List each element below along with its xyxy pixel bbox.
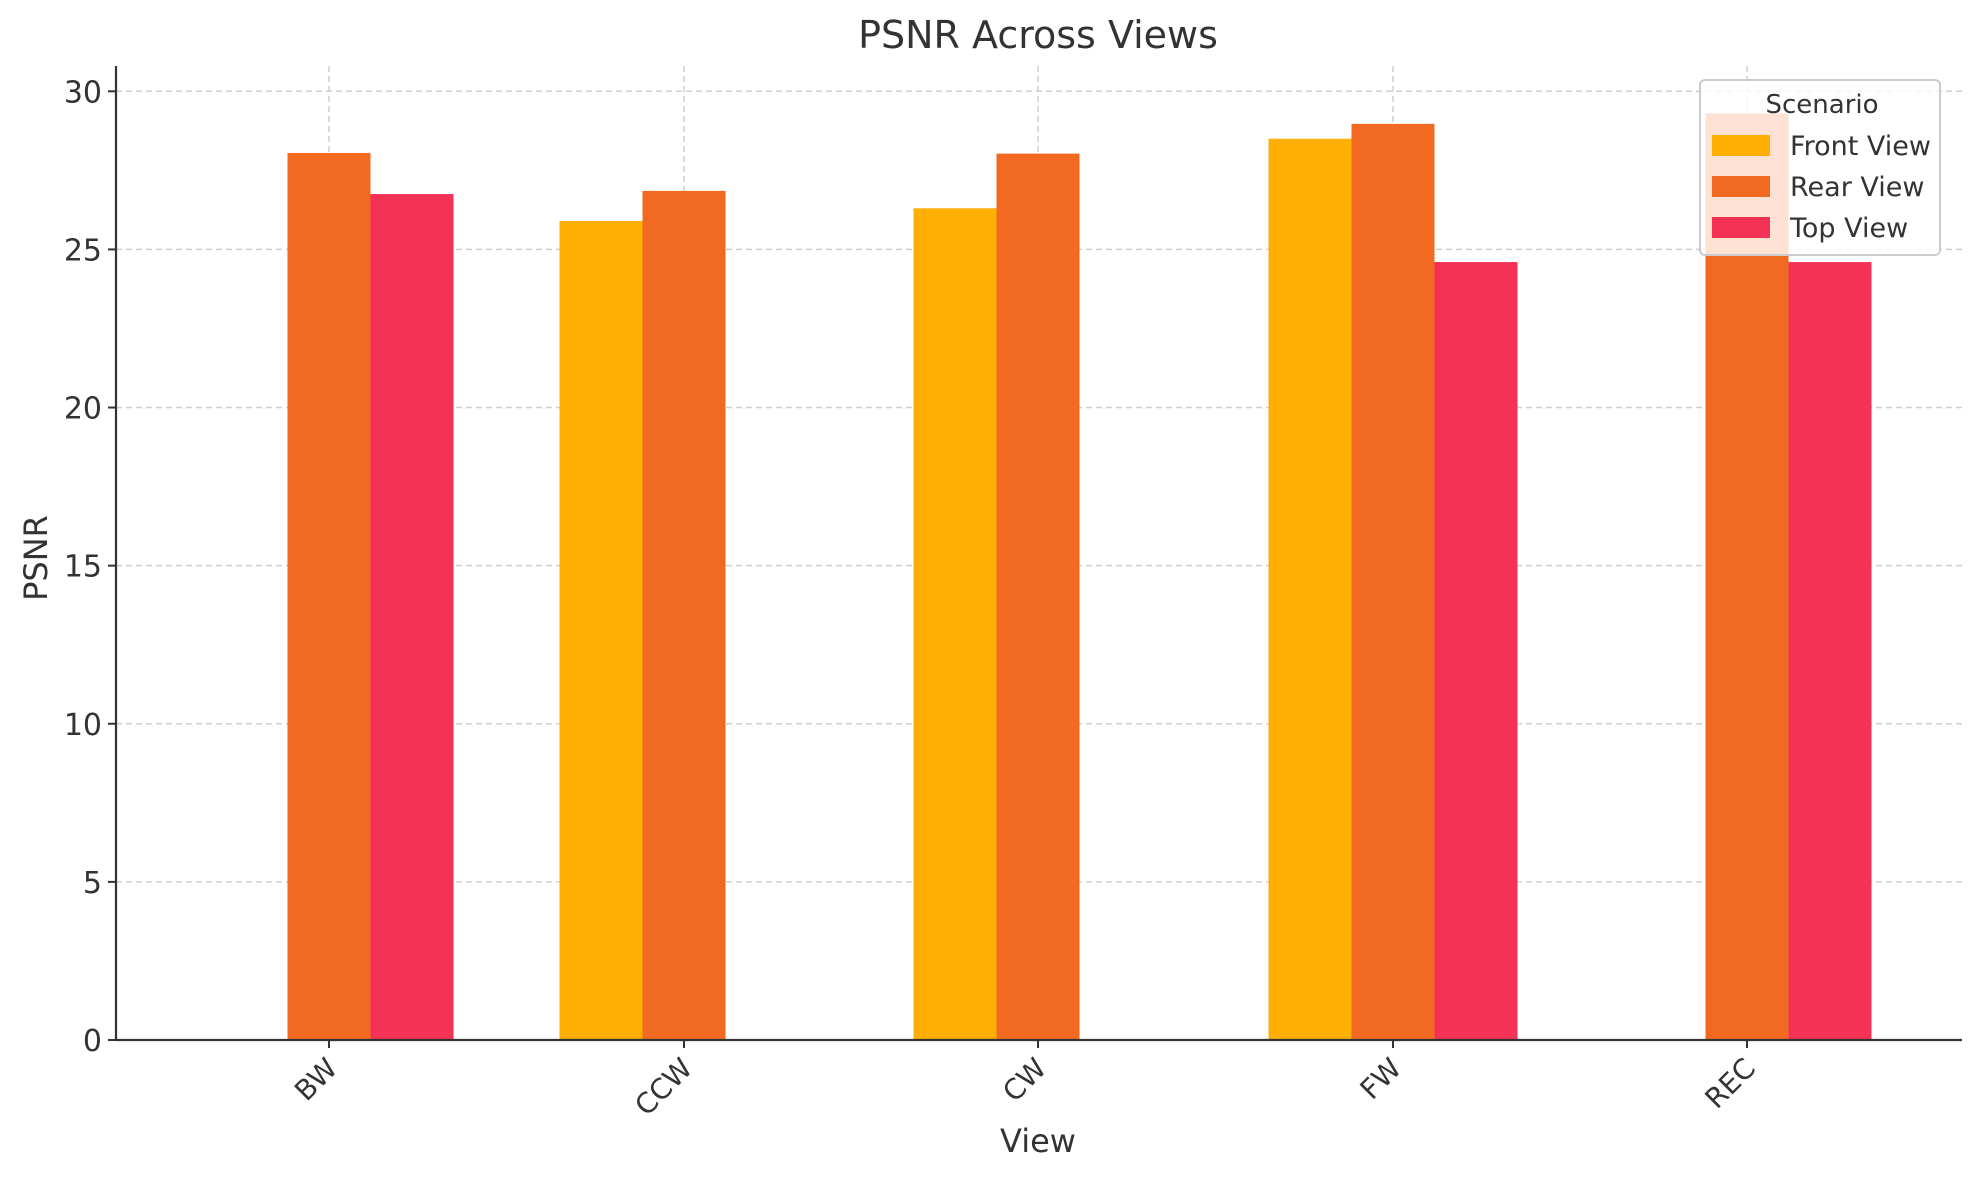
y-tick-label: 0: [83, 1024, 102, 1059]
legend-box: [1699, 79, 1941, 256]
y-tick-label: 25: [64, 233, 102, 268]
bar-front-view-cw: [913, 208, 997, 1041]
bar-rear-view-cw: [996, 153, 1080, 1041]
bar-rear-view-bw: [287, 152, 371, 1040]
legend-swatch: [1712, 176, 1770, 197]
y-axis-label: PSNR: [17, 515, 55, 601]
legend-title: Scenario: [1765, 90, 1878, 120]
bar-top-view-rec: [1788, 262, 1872, 1040]
y-tick-label: 20: [64, 392, 102, 427]
x-axis-label: View: [1000, 1122, 1076, 1160]
bar-rear-view-rec: [1705, 113, 1789, 1041]
axes: [108, 66, 1962, 1048]
bars: [287, 113, 1872, 1041]
x-tick-label: FW: [1354, 1052, 1408, 1106]
legend-swatch: [1712, 135, 1770, 156]
y-tick-label: 30: [64, 75, 102, 110]
y-tick-label: 10: [64, 708, 102, 743]
y-tick-label: 5: [83, 866, 102, 901]
legend: Scenario Front View Rear View Top View: [1699, 79, 1941, 256]
legend-swatch: [1712, 217, 1770, 238]
bar-rear-view-ccw: [642, 190, 726, 1040]
legend-label: Rear View: [1790, 172, 1924, 203]
x-tick-label: CW: [996, 1052, 1053, 1109]
x-tick-label: BW: [288, 1052, 344, 1108]
bar-front-view-ccw: [559, 220, 643, 1041]
y-tick-label: 15: [64, 550, 102, 585]
bar-front-view-fw: [1268, 138, 1352, 1040]
legend-items: Front View Rear View Top View: [1712, 131, 1931, 244]
x-tick-label: REC: [1699, 1052, 1762, 1115]
bar-top-view-fw: [1434, 262, 1518, 1040]
legend-label: Top View: [1789, 213, 1908, 244]
chart-title: PSNR Across Views: [858, 13, 1218, 57]
bar-rear-view-fw: [1351, 123, 1435, 1040]
bar-top-view-bw: [370, 194, 454, 1040]
x-tick-label: CCW: [628, 1052, 699, 1123]
legend-label: Front View: [1790, 131, 1931, 162]
